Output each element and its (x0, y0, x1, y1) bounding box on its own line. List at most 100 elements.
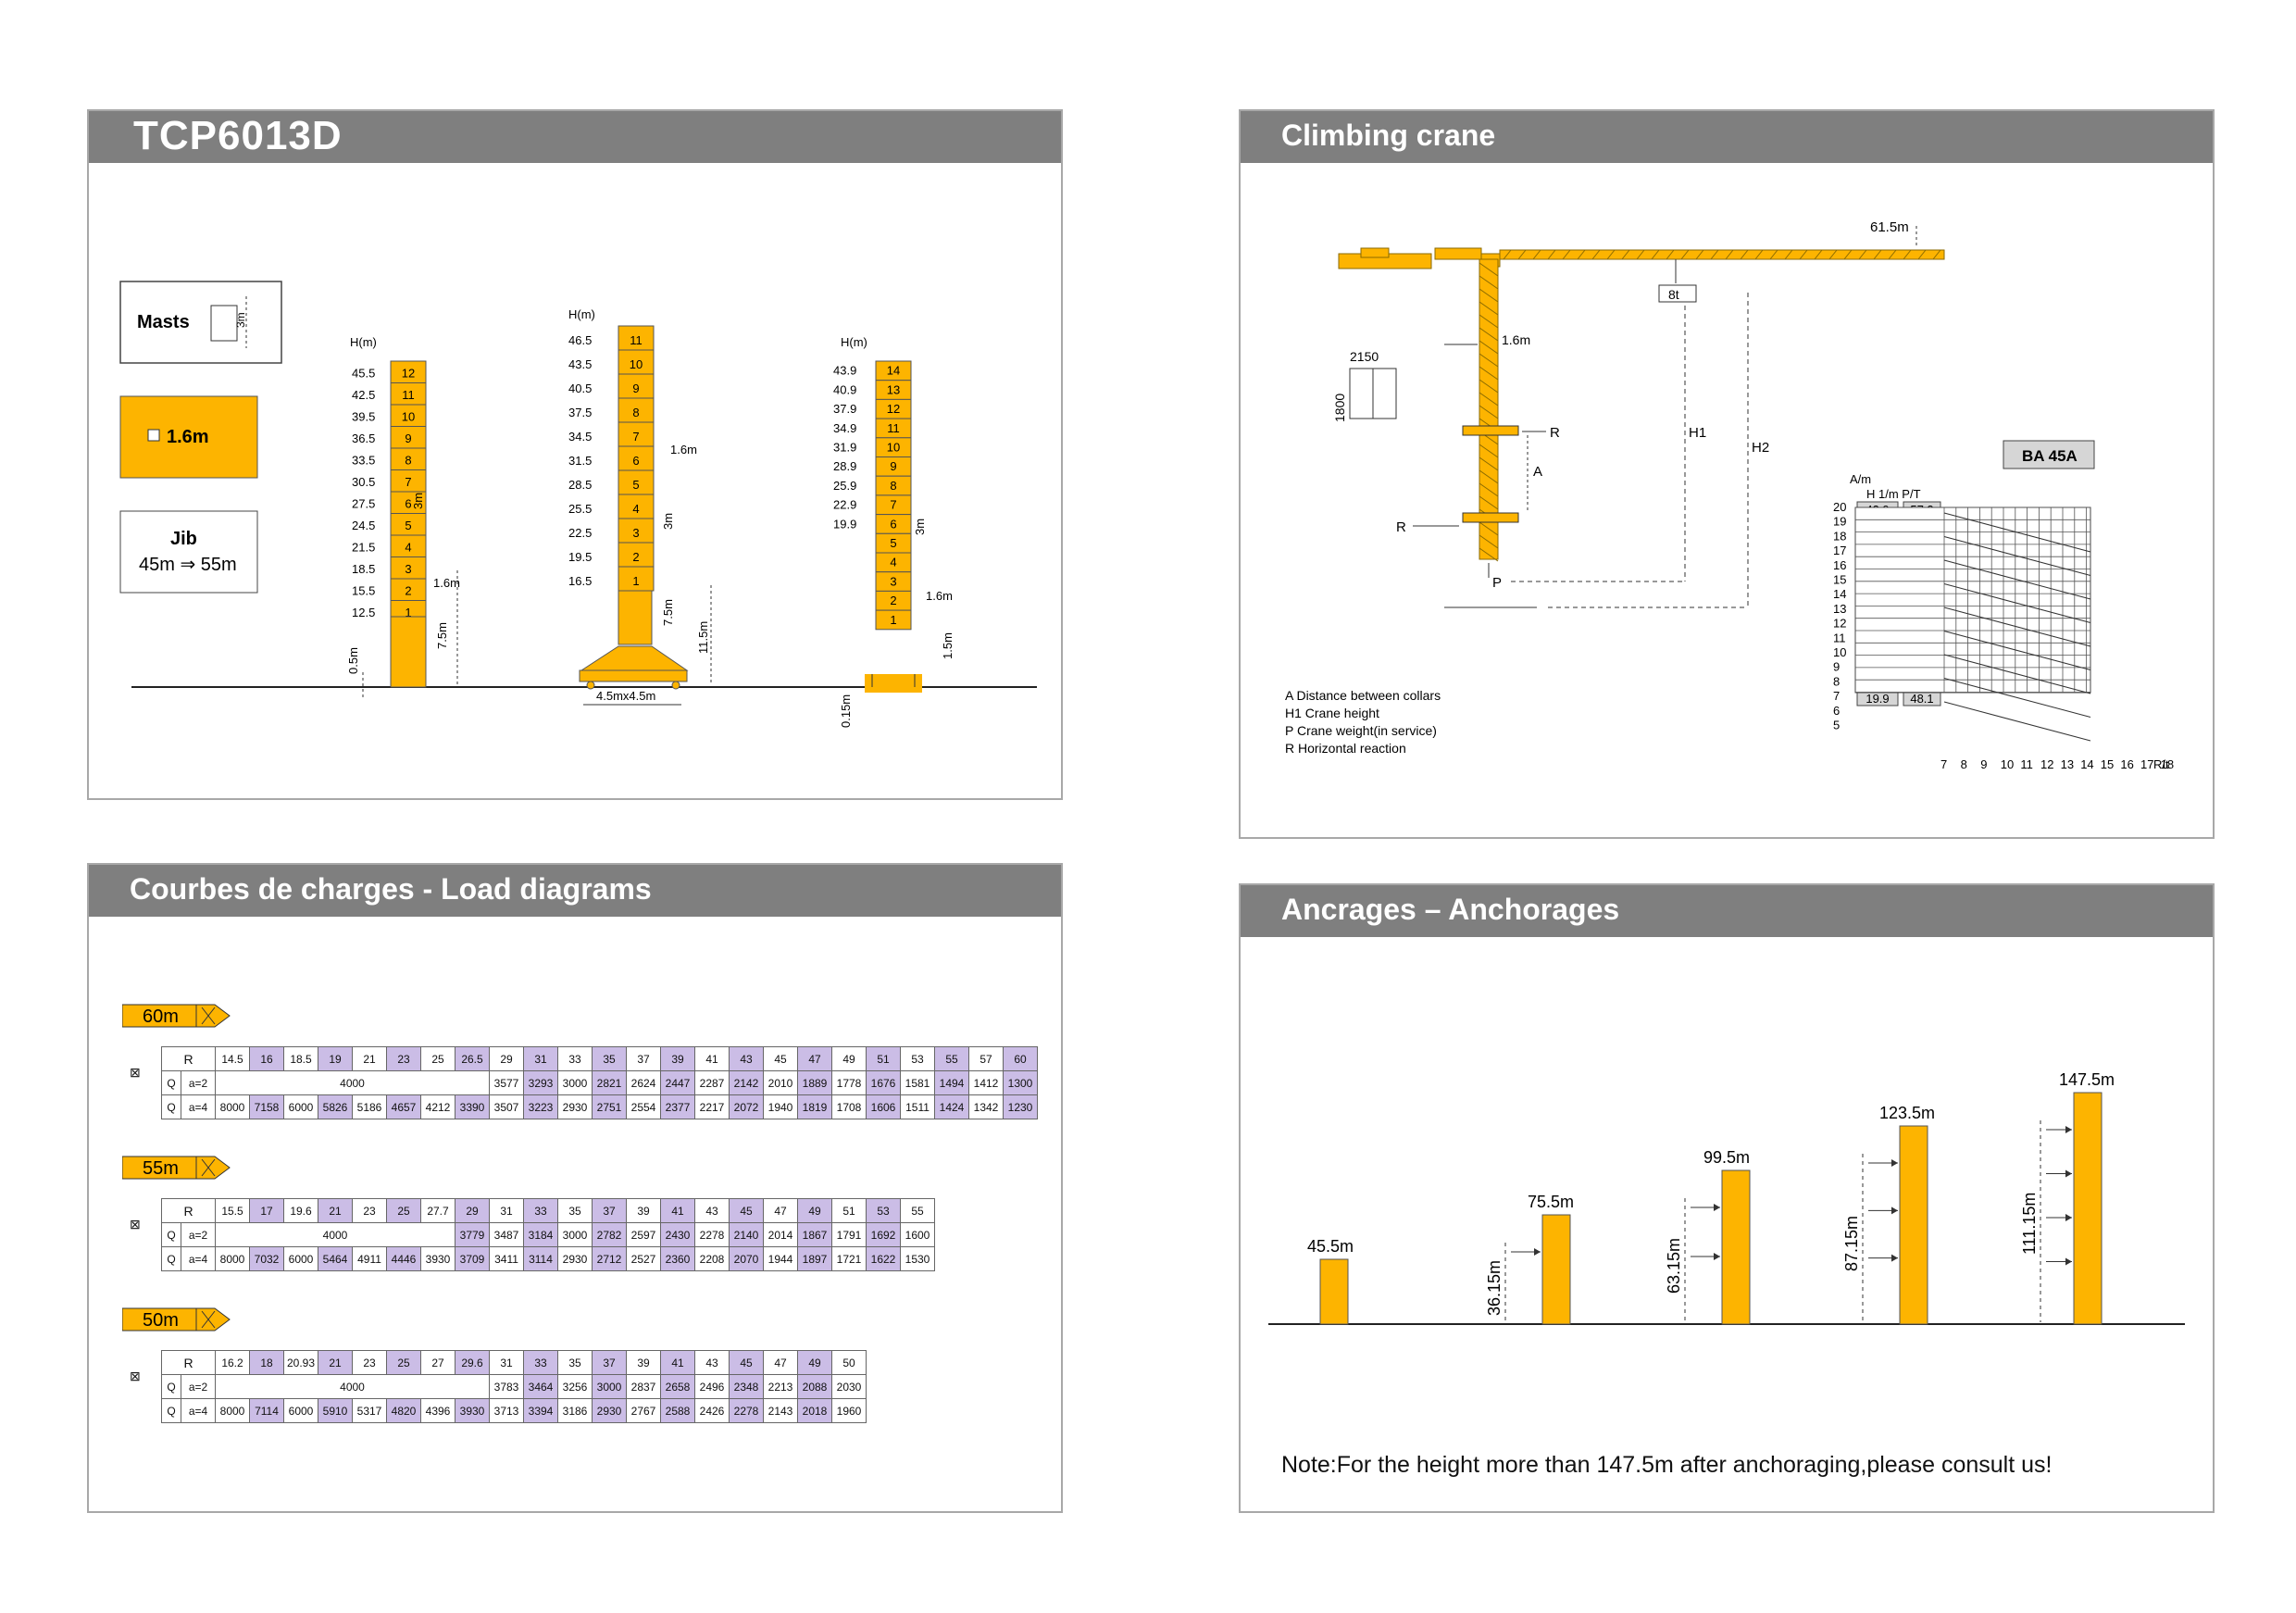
svg-text:H(m): H(m) (841, 335, 867, 349)
panel-climbing-crane: Climbing crane 61.5m 8t 1.6m 2150 1800 R… (1239, 109, 2215, 839)
section-number: 5 (632, 478, 639, 492)
height-label: 31.9 (833, 441, 856, 455)
svg-text:7.5m: 7.5m (661, 599, 675, 626)
section-number: 3 (405, 562, 411, 576)
y-tick: 12 (1833, 617, 1846, 631)
height-label: 31.5 (568, 454, 592, 468)
height-label: 45.5 (352, 367, 375, 381)
tower-mast (1541, 1214, 1571, 1325)
mast-diagram: Masts 3m 1.6m Jib 45m ⇒ 55m H(m) 1211109… (119, 281, 1037, 728)
panel-header: Climbing crane (1241, 111, 2213, 163)
height-label: 39.5 (352, 410, 375, 424)
section-number: 12 (402, 367, 415, 381)
height-label: 28.5 (568, 478, 592, 492)
section-number: 6 (890, 517, 896, 531)
svg-text:A: A (1533, 464, 1542, 480)
mast-section (618, 373, 655, 399)
svg-text:Jib: Jib (170, 529, 197, 549)
mast-section (875, 609, 912, 631)
tower-height: 123.5m (1879, 1104, 1935, 1122)
section-number: 4 (890, 556, 896, 569)
anchor-span: 63.15m (1665, 1238, 1683, 1294)
height-label: 15.5 (352, 584, 375, 598)
page-title: TCP6013D (133, 113, 343, 158)
section-number: 7 (405, 475, 411, 489)
section-number: 4 (632, 502, 639, 516)
height-label: 22.5 (568, 526, 592, 540)
height-label: 46.5 (568, 333, 592, 347)
mast-section (618, 445, 655, 471)
height-label: 40.5 (568, 381, 592, 395)
height-label: 22.9 (833, 498, 856, 512)
svg-text:H1: H1 (1689, 425, 1706, 441)
section-number: 4 (405, 541, 411, 555)
svg-text:1.6m: 1.6m (926, 589, 953, 603)
svg-text:1.6m: 1.6m (1502, 332, 1530, 347)
x-tick: 10 (2001, 757, 2014, 771)
height-label: 24.5 (352, 519, 375, 532)
y-tick: 17 (1833, 544, 1846, 557)
hook-icon: ⊠ (130, 1369, 141, 1383)
anchorage-note: Note:For the height more than 147.5m aft… (1281, 1452, 2053, 1478)
svg-text:1800: 1800 (1332, 394, 1347, 422)
load-table: R 15.5 17 19.6 21 23 25 27.7 29 31 33 35 37 39 41 43 45 4… (161, 1198, 935, 1271)
height-label: 34.9 (833, 421, 856, 435)
anchor-span: 87.15m (1842, 1216, 1861, 1271)
section-number: 6 (632, 454, 639, 468)
section-number: 9 (890, 459, 896, 473)
section-number: 8 (890, 479, 896, 493)
section-number: 2 (890, 594, 896, 607)
panel-header: Ancrages – Anchorages (1241, 885, 2213, 937)
height-label: 37.5 (568, 406, 592, 419)
section-number: 3 (890, 574, 896, 588)
svg-text:3m: 3m (234, 312, 247, 328)
y-tick: 10 (1833, 645, 1846, 659)
section-number: 11 (630, 333, 643, 347)
y-tick: 8 (1833, 674, 1840, 688)
row-height: 19.9 (1866, 692, 1889, 706)
svg-text:3m: 3m (661, 513, 675, 530)
svg-text:P Crane weight(in service): P Crane weight(in service) (1285, 723, 1437, 738)
height-label: 33.5 (352, 454, 375, 468)
section-number: 5 (890, 536, 896, 550)
panel-title: Ancrages – Anchorages (1281, 893, 1620, 926)
y-tick: 20 (1833, 500, 1846, 514)
svg-text:1.6m: 1.6m (433, 576, 460, 590)
x-tick: 7 (1940, 757, 1947, 771)
panel-tcp6013d: TCP6013D Masts 3m 1.6m Jib 45m ⇒ 55m H(m… (87, 109, 1063, 800)
mast-section (618, 542, 655, 568)
svg-text:50m: 50m (143, 1310, 179, 1331)
tower-mast (1721, 1169, 1751, 1325)
section-number: 5 (405, 519, 411, 532)
svg-text:R: R (1550, 425, 1560, 441)
section-number: 7 (632, 430, 639, 444)
svg-text:3m: 3m (411, 493, 425, 509)
svg-text:H(m): H(m) (568, 307, 595, 321)
y-tick: 15 (1833, 573, 1846, 587)
section-number: 2 (405, 584, 411, 598)
section-number: 11 (887, 421, 900, 435)
tower-height: 75.5m (1528, 1193, 1574, 1211)
svg-text:R: R (1396, 519, 1406, 535)
height-label: 12.5 (352, 606, 375, 619)
tower-height: 99.5m (1703, 1148, 1750, 1167)
height-label: 25.5 (568, 502, 592, 516)
x-tick: 17 (2140, 757, 2153, 771)
panel-header: TCP6013D (89, 111, 1061, 163)
anchorage-diagram: 45.5m 75.5m 36.15m 99.5m 63.15m 123.5m 87.15m 1… (1268, 1070, 2185, 1325)
x-tick: 8 (1961, 757, 1967, 771)
section-number: 12 (887, 402, 900, 416)
section-number: 1 (890, 613, 896, 627)
section-number: 9 (405, 431, 411, 445)
y-tick: 6 (1833, 704, 1840, 718)
height-label: 36.5 (352, 431, 375, 445)
y-tick: 19 (1833, 515, 1846, 529)
section-number: 14 (887, 364, 900, 378)
jib-length-tag: 50m (121, 1307, 231, 1332)
svg-text:H 1/m P/T: H 1/m P/T (1866, 487, 1921, 501)
svg-text:60m: 60m (143, 1007, 179, 1027)
height-label: 19.5 (568, 550, 592, 564)
svg-text:H2: H2 (1752, 440, 1769, 456)
y-tick: 13 (1833, 602, 1846, 616)
height-label: 28.9 (833, 459, 856, 473)
